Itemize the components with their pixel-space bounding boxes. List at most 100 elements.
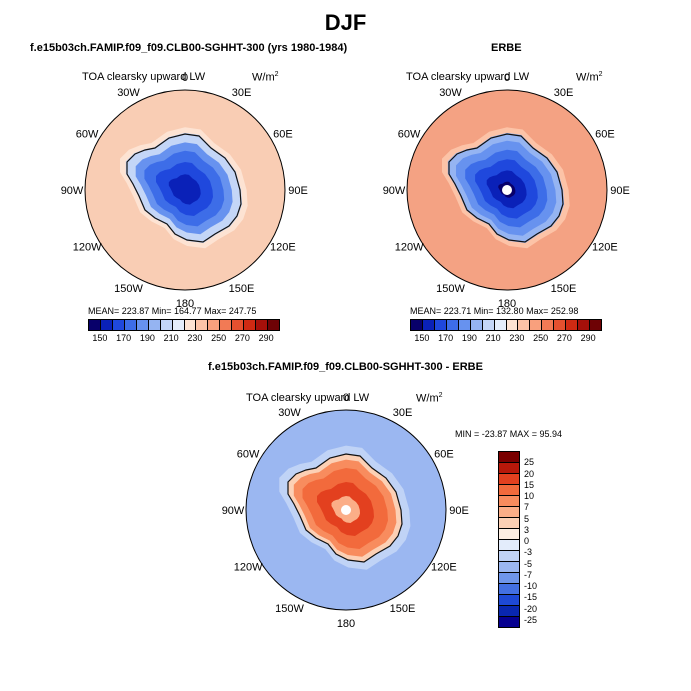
colorbar-swatch <box>244 320 257 330</box>
panel1-coastline <box>126 133 242 243</box>
colorbar-tick-label: 210 <box>485 333 501 343</box>
colorbar-swatch <box>136 320 149 330</box>
diff-colorbar-swatch <box>499 573 519 584</box>
diff-panel-variable: TOA clearsky upward LW <box>246 392 370 404</box>
panel1-lon-label: 150E <box>229 283 255 295</box>
panel1-boundary <box>84 89 286 291</box>
panel1-stats: MEAN= 223.87 Min= 164.77 Max= 247.75 <box>88 306 257 316</box>
panel2-title: ERBE <box>491 42 522 54</box>
panel1-lon-label: 150W <box>114 283 143 295</box>
colorbar-tick-label: 190 <box>461 333 477 343</box>
diff-colorbar-swatch <box>499 617 519 627</box>
diff-colorbar-swatch <box>499 496 519 507</box>
panel1-lon-label: 60W <box>76 129 99 141</box>
panel1-lon-label: 120W <box>73 242 102 254</box>
colorbar-swatch <box>148 320 161 330</box>
panel2-lon-label: 30W <box>439 87 462 99</box>
panel2-colorbar <box>410 319 602 331</box>
colorbar-swatch <box>124 320 137 330</box>
panel1-units: W/m2 <box>252 71 279 84</box>
panel1-lon-label: 0 <box>182 72 188 84</box>
colorbar-swatch <box>256 320 269 330</box>
diff-colorbar <box>498 451 520 628</box>
colorbar-swatch <box>100 320 113 330</box>
panel2-lon-label: 120E <box>592 242 618 254</box>
panel2-lon-label: 180 <box>498 298 516 310</box>
colorbar-swatch <box>160 320 173 330</box>
diff-colorbar-swatch <box>499 540 519 551</box>
panel2-pole-hole <box>502 185 512 195</box>
panel2-lon-label: 90E <box>610 185 630 197</box>
panel2-lon-label: 90W <box>383 185 406 197</box>
diff-colorbar-ticks: 25 20 15 10 7 5 3 0 -3 -5 -7 -10 -15 -20 -25 <box>524 451 564 631</box>
colorbar-swatch <box>268 320 279 330</box>
colorbar-tick-label: 170 <box>116 333 132 343</box>
colorbar-tick-label: 250 <box>533 333 549 343</box>
colorbar-swatch <box>196 320 209 330</box>
diff-colorbar-tick-label: 20 <box>524 468 535 479</box>
colorbar-swatch <box>434 320 447 330</box>
diff-colorbar-tick-label: -10 <box>524 581 538 591</box>
colorbar-swatch <box>446 320 459 330</box>
panel2-colorbar-ticks: 150 170 190 210 230 250 270 290 <box>410 333 600 345</box>
panel2-lon-label: 60E <box>595 129 615 141</box>
colorbar-tick-label: 230 <box>509 333 525 343</box>
panel1-lon-label: 90E <box>288 185 308 197</box>
colorbar-swatch <box>578 320 591 330</box>
diff-coastline <box>287 453 403 563</box>
panel2-variable: TOA clearsky upward LW <box>406 71 530 83</box>
diff-panel-units: W/m2 <box>416 392 443 405</box>
panel1-field-level-5 <box>168 174 201 205</box>
panel2-lon-label: 60W <box>398 129 421 141</box>
colorbar-tick-label: 150 <box>414 333 430 343</box>
diff-lon-label: 0 <box>343 392 349 404</box>
diff-colorbar-tick-label: -20 <box>524 603 538 614</box>
colorbar-tick-label: 170 <box>438 333 454 343</box>
panel1-colorbar-ticks: 150 170 190 210 230 250 270 290 <box>88 333 278 345</box>
colorbar-tick-label: 290 <box>258 333 274 343</box>
panel1-lon-label: 90W <box>61 185 84 197</box>
colorbar-swatch <box>220 320 233 330</box>
colorbar-swatch <box>411 320 423 330</box>
diff-colorbar-swatch <box>499 529 519 540</box>
colorbar-swatch <box>494 320 507 330</box>
diff-colorbar-swatch <box>499 463 519 474</box>
diff-colorbar-swatch <box>499 551 519 562</box>
colorbar-swatch <box>506 320 519 330</box>
diff-colorbar-tick-label: 25 <box>524 457 535 468</box>
colorbar-swatch <box>554 320 567 330</box>
colorbar-tick-label: 190 <box>139 333 155 343</box>
panel1-title: f.e15b03ch.FAMIP.f09_f09.CLB00-SGHHT-300… <box>30 42 348 54</box>
panel1-lon-label: 30W <box>117 87 140 99</box>
diff-colorbar-swatch <box>499 595 519 606</box>
panel1-lon-label: 180 <box>176 298 194 310</box>
diff-lon-label: 150E <box>390 603 416 615</box>
diff-colorbar-tick-label: -3 <box>524 547 533 558</box>
colorbar-swatch <box>232 320 245 330</box>
colorbar-swatch <box>590 320 601 330</box>
diff-lon-label: 150W <box>275 603 304 615</box>
diff-colorbar-swatch <box>499 485 519 496</box>
diff-colorbar-swatch <box>499 584 519 595</box>
panel1-lon-label: 30E <box>232 87 252 99</box>
colorbar-tick-label: 270 <box>556 333 572 343</box>
diff-colorbar-tick-label: -5 <box>524 558 533 569</box>
panel2-lon-label: 150W <box>436 283 465 295</box>
diff-colorbar-swatch <box>499 518 519 529</box>
diff-colorbar-tick-label: 10 <box>524 491 535 501</box>
panel2-stats: MEAN= 223.71 Min= 132.80 Max= 252.98 <box>410 306 579 316</box>
diff-colorbar-swatch <box>499 606 519 617</box>
diff-colorbar-tick-label: -15 <box>524 592 538 603</box>
diff-colorbar-tick-label: 3 <box>524 524 530 535</box>
diff-panel-title: f.e15b03ch.FAMIP.f09_f09.CLB00-SGHHT-300… <box>208 361 483 373</box>
panel2-lon-label: 120W <box>395 242 424 254</box>
panel2-boundary <box>406 89 608 291</box>
diff-colorbar-tick-label: -25 <box>524 614 538 625</box>
diff-lon-label: 60E <box>434 449 454 461</box>
colorbar-swatch <box>184 320 197 330</box>
diff-lon-label: 30W <box>278 407 301 419</box>
colorbar-swatch <box>542 320 555 330</box>
panel2-lon-label: 0 <box>504 72 510 84</box>
diff-lon-label: 120E <box>431 562 457 574</box>
